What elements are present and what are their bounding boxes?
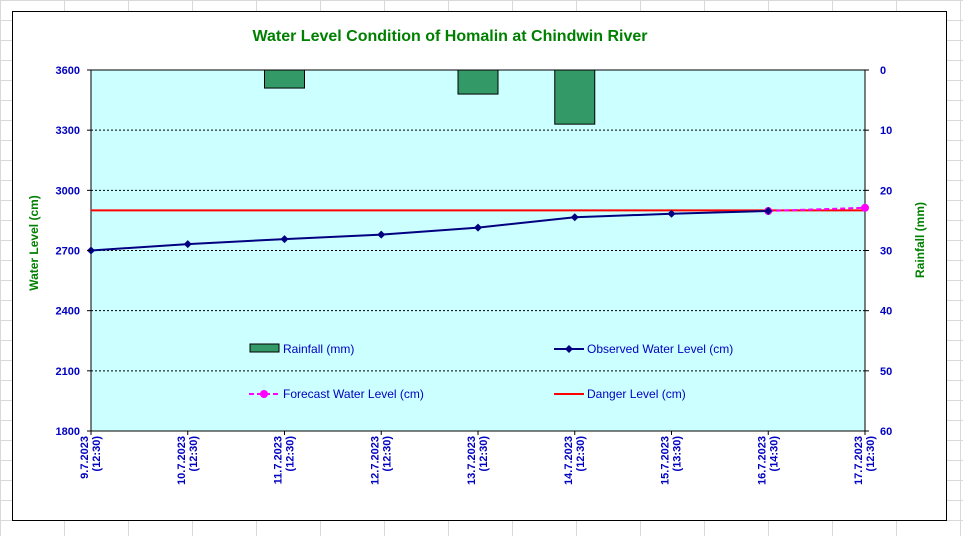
y-tick-label: 2400 (56, 306, 80, 318)
x-tick-time: (12:30) (285, 436, 297, 472)
x-tick-time: (13:30) (672, 436, 684, 472)
chart-title: Water Level Condition of Homalin at Chin… (253, 28, 648, 45)
y2-tick-label: 10 (880, 125, 892, 137)
y2-tick-label: 50 (880, 366, 892, 378)
legend: Rainfall (mm) Observed Water Level (cm) … (249, 342, 733, 401)
x-tick-date: 16.7.2023 (756, 436, 768, 485)
x-tick-time: (14:30) (768, 436, 780, 472)
x-tick-time: (12:30) (865, 436, 877, 472)
legend-rainfall-label: Rainfall (mm) (283, 342, 354, 356)
x-tick-label: 14.7.2023 (12:30) (563, 436, 587, 485)
y2-axis-label: Rainfall (mm) (913, 202, 927, 278)
observed-point (280, 235, 289, 244)
x-tick-label: 15.7.2023 (13:30) (660, 436, 684, 485)
x-tick-label: 13.7.2023 (12:30) (466, 436, 490, 485)
observed-point (474, 223, 482, 232)
observed-point (183, 240, 192, 249)
water-level-lines (87, 203, 869, 255)
x-tick-label: 17.7.2023 (12:30) (853, 436, 877, 485)
y-tick-label: 2700 (56, 246, 80, 258)
x-tick-label: 11.7.2023 (12:30) (273, 436, 297, 485)
y-tick-label: 3600 (56, 65, 80, 77)
x-tick-date: 11.7.2023 (273, 436, 285, 484)
y2-tick-label: 20 (880, 185, 892, 197)
rainfall-bar (264, 69, 305, 89)
observed-line (90, 209, 769, 252)
x-tick-label: 12.7.2023 (12:30) (369, 436, 393, 485)
x-tick-time: (12:30) (188, 436, 200, 472)
observed-point (667, 209, 676, 218)
rainfall-bar (457, 69, 499, 95)
y-tick-label: 3300 (56, 125, 80, 137)
x-tick-date: 9.7.2023 (79, 436, 91, 479)
x-tick-label: 10.7.2023 (12:30) (176, 436, 200, 485)
x-tick-time: (12:30) (478, 436, 490, 472)
axis-ticks: 1800 2100 2400 2700 3000 3300 3600 0 10 20 30 40 50 6… (56, 65, 893, 485)
y-tick-label: 1800 (56, 426, 80, 438)
x-tick-time: (12:30) (381, 436, 393, 472)
legend-danger-label: Danger Level (cm) (587, 387, 686, 401)
forecast-point (861, 203, 869, 212)
x-tick-date: 14.7.2023 (563, 436, 575, 485)
legend-observed-marker (565, 345, 573, 353)
y2-tick-label: 0 (880, 65, 886, 77)
y2-tick-label: 60 (880, 426, 892, 438)
rainfall-bar (554, 69, 596, 125)
x-tick-label: 16.7.2023 (14:30) (756, 436, 780, 485)
x-tick-date: 12.7.2023 (369, 436, 381, 485)
legend-rainfall-swatch (249, 343, 280, 353)
gridlines (91, 129, 865, 372)
x-tick-date: 17.7.2023 (853, 436, 865, 485)
legend-forecast-marker (260, 390, 268, 398)
x-tick-date: 10.7.2023 (176, 436, 188, 485)
observed-point (570, 213, 579, 222)
x-tick-time: (12:30) (91, 436, 103, 472)
y-tick-label: 2100 (56, 366, 80, 378)
x-tick-date: 13.7.2023 (466, 436, 478, 485)
legend-observed-label: Observed Water Level (cm) (587, 342, 733, 356)
observed-point (377, 230, 386, 239)
forecast-line (768, 206, 866, 212)
legend-forecast-label: Forecast Water Level (cm) (283, 387, 424, 401)
y2-tick-label: 40 (880, 306, 892, 318)
x-tick-label: 9.7.2023 (12:30) (79, 436, 103, 479)
x-tick-time: (12:30) (575, 436, 587, 472)
observed-point (764, 206, 773, 215)
y-axis-label: Water Level (cm) (27, 195, 41, 291)
y-tick-label: 3000 (56, 185, 80, 197)
x-tick-date: 15.7.2023 (660, 436, 672, 485)
y2-tick-label: 30 (880, 246, 892, 258)
rainfall-bars (264, 69, 596, 125)
